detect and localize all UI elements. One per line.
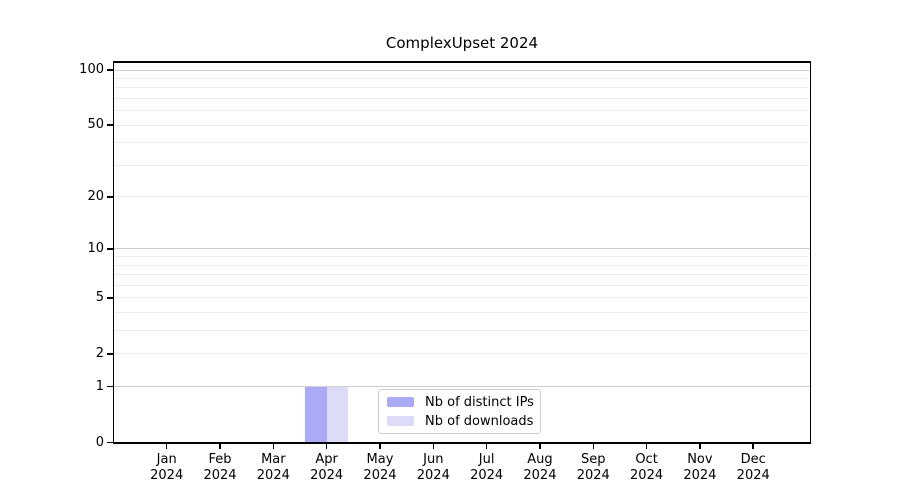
y-gridline-minor xyxy=(114,312,811,314)
y-gridline-minor xyxy=(114,87,811,89)
y-tick-label: 5 xyxy=(95,289,104,305)
x-axis-tick xyxy=(379,443,381,449)
y-gridline-major xyxy=(114,386,811,388)
x-tick-label: Jan 2024 xyxy=(150,452,184,483)
x-tick-label: Sep 2024 xyxy=(576,452,610,483)
y-gridline-minor xyxy=(114,110,811,112)
x-tick-label: Jun 2024 xyxy=(416,452,450,483)
plot-spine-left xyxy=(112,61,114,444)
bar-nb-of-downloads xyxy=(326,386,349,443)
legend-item: Nb of distinct IPs xyxy=(387,395,540,410)
y-gridline-minor xyxy=(114,142,811,144)
y-gridline-minor xyxy=(114,284,811,286)
y-gridline-minor xyxy=(114,297,811,299)
y-gridline-minor xyxy=(114,353,811,355)
y-axis-tick xyxy=(106,441,113,444)
y-gridline-minor xyxy=(114,274,811,276)
y-tick-label: 2 xyxy=(95,345,104,361)
y-gridline-minor xyxy=(114,264,811,266)
legend-swatch-icon xyxy=(387,416,414,426)
x-tick-label: Nov 2024 xyxy=(683,452,717,483)
x-axis-tick xyxy=(432,443,435,449)
y-axis-tick xyxy=(106,124,113,126)
y-tick-label: 10 xyxy=(87,240,104,256)
y-tick-label: 1 xyxy=(95,378,104,394)
y-axis-tick xyxy=(106,385,113,388)
plot-spine-top xyxy=(112,61,811,63)
x-tick-label: Mar 2024 xyxy=(256,452,290,483)
legend: Nb of distinct IPs Nb of downloads xyxy=(378,389,541,434)
legend-item-label: Nb of distinct IPs xyxy=(425,394,534,410)
bar-nb-of-distinct-ips xyxy=(305,386,327,443)
x-tick-label: Oct 2024 xyxy=(630,452,664,483)
y-tick-label: 100 xyxy=(79,62,104,77)
y-gridline-minor xyxy=(114,97,811,99)
y-tick-label: 0 xyxy=(95,434,104,450)
y-gridline-minor xyxy=(114,256,811,258)
x-axis-tick xyxy=(485,443,488,449)
y-axis-tick xyxy=(106,69,113,71)
x-tick-label: Feb 2024 xyxy=(203,452,237,483)
x-axis-tick xyxy=(752,443,754,449)
y-axis-tick xyxy=(106,297,113,299)
plot-spine-bottom xyxy=(112,442,811,444)
y-gridline-major xyxy=(114,248,811,250)
y-axis-tick xyxy=(106,353,113,355)
x-tick-label: Aug 2024 xyxy=(523,452,557,483)
x-axis-tick xyxy=(699,443,701,449)
y-gridline-minor xyxy=(114,196,811,198)
x-axis-tick xyxy=(325,443,328,449)
x-axis-tick xyxy=(165,443,168,449)
x-axis-tick xyxy=(592,443,594,449)
x-tick-label: May 2024 xyxy=(363,452,397,483)
y-gridline-major xyxy=(114,69,811,71)
x-axis-tick xyxy=(272,443,275,449)
y-gridline-minor xyxy=(114,330,811,332)
y-tick-label: 50 xyxy=(87,117,104,133)
y-gridline-minor xyxy=(114,124,811,126)
y-tick-label: 20 xyxy=(87,188,104,204)
x-axis-tick xyxy=(645,443,648,449)
x-tick-label: Dec 2024 xyxy=(736,452,770,483)
y-axis-tick xyxy=(106,248,113,250)
legend-swatch-icon xyxy=(387,397,414,407)
legend-item: Nb of downloads xyxy=(387,414,540,429)
y-axis-tick xyxy=(106,196,113,198)
x-axis-tick xyxy=(539,443,541,449)
legend-item-label: Nb of downloads xyxy=(425,413,534,429)
x-tick-label: Jul 2024 xyxy=(470,452,504,483)
chart-title: ComplexUpset 2024 xyxy=(385,34,539,52)
x-tick-label: Apr 2024 xyxy=(310,452,344,483)
x-axis-tick xyxy=(219,443,221,449)
y-gridline-minor xyxy=(114,164,811,166)
y-gridline-minor xyxy=(114,77,811,79)
plot-spine-right xyxy=(809,61,811,444)
